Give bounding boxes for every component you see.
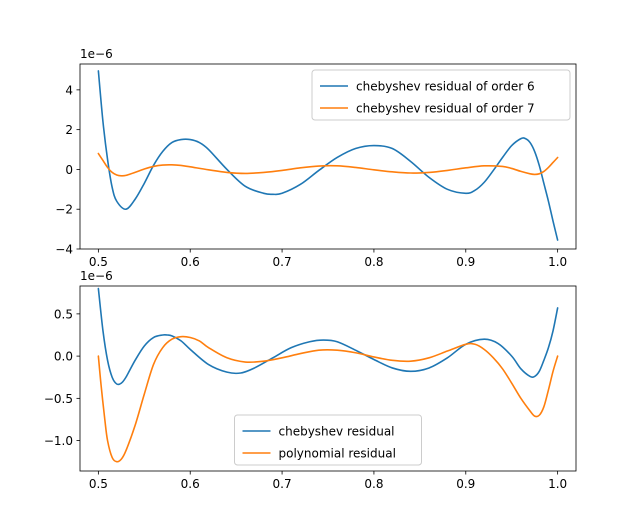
bottom-panel-xtick-label: 1.0 (548, 477, 567, 491)
bottom-panel-xtick-label: 0.8 (364, 477, 383, 491)
bottom-panel-legend: chebyshev residual polynomial residual (234, 414, 422, 466)
bottom-panel-legend-box (234, 414, 422, 466)
bottom-panel-xtick-label: 0.6 (181, 477, 200, 491)
bottom-panel-frame (79, 285, 577, 472)
top-panel-ytick-label: 0 (65, 163, 73, 177)
top-panel-offset-text: 1e−6 (80, 47, 113, 61)
bottom-panel-legend-label: chebyshev residual (279, 425, 395, 439)
bottom-panel-xtick-label: 0.9 (456, 477, 475, 491)
top-panel-ytick-label: 4 (65, 83, 73, 97)
top-panel-xtick-label: 0.7 (273, 255, 292, 269)
top-panel-legend-box (311, 69, 571, 121)
bottom-panel-series (97, 287, 559, 463)
bottom-panel-ytick-label: 0.5 (54, 307, 73, 321)
bottom-panel-ticks: 0.5 0.6 0.7 0.8 0.9 1.0 −1.0 −0.5 0.0 0.5 (44, 307, 567, 491)
top-panel-xtick-label: 0.8 (364, 255, 383, 269)
bottom-panel-legend-label: polynomial residual (279, 447, 396, 461)
top-panel-series (97, 70, 559, 241)
bottom-panel-ytick-label: −0.5 (44, 392, 73, 406)
top-panel-legend-label: chebyshev residual of order 6 (356, 80, 535, 94)
bottom-panel-offset-text: 1e−6 (80, 269, 113, 283)
top-panel-legend: chebyshev residual of order 6 chebyshev r… (311, 69, 571, 121)
bottom-panel: 0.5 0.6 0.7 0.8 0.9 1.0 −1.0 −0.5 0.0 0.5 1e−6 ch… (44, 269, 577, 491)
top-panel-ticks: 0.5 0.6 0.7 0.8 0.9 1.0 −4 −2 0 2 4 (55, 83, 567, 269)
bottom-panel-series-orange-line (97, 335, 559, 463)
top-panel-ytick-label: −4 (55, 243, 73, 257)
top-panel-xtick-label: 0.6 (181, 255, 200, 269)
bottom-panel-series-blue-line (97, 287, 559, 386)
top-panel-frame (79, 63, 577, 250)
top-panel-xtick-label: 1.0 (548, 255, 567, 269)
bottom-panel-ytick-label: 0.0 (54, 350, 73, 364)
top-panel-legend-label: chebyshev residual of order 7 (356, 102, 535, 116)
top-panel-series-blue-line (97, 70, 559, 241)
top-panel-series-orange-line (97, 152, 559, 177)
bottom-panel-xtick-label: 0.7 (273, 477, 292, 491)
top-panel-ytick-label: −2 (55, 203, 73, 217)
top-panel-xtick-label: 0.5 (89, 255, 108, 269)
top-panel-xtick-label: 0.9 (456, 255, 475, 269)
top-panel-ytick-label: 2 (65, 123, 73, 137)
top-panel: 0.5 0.6 0.7 0.8 0.9 1.0 −4 −2 0 2 4 1e−6 chebyshev… (55, 47, 577, 269)
bottom-panel-ytick-label: −1.0 (44, 434, 73, 448)
bottom-panel-xtick-label: 0.5 (89, 477, 108, 491)
